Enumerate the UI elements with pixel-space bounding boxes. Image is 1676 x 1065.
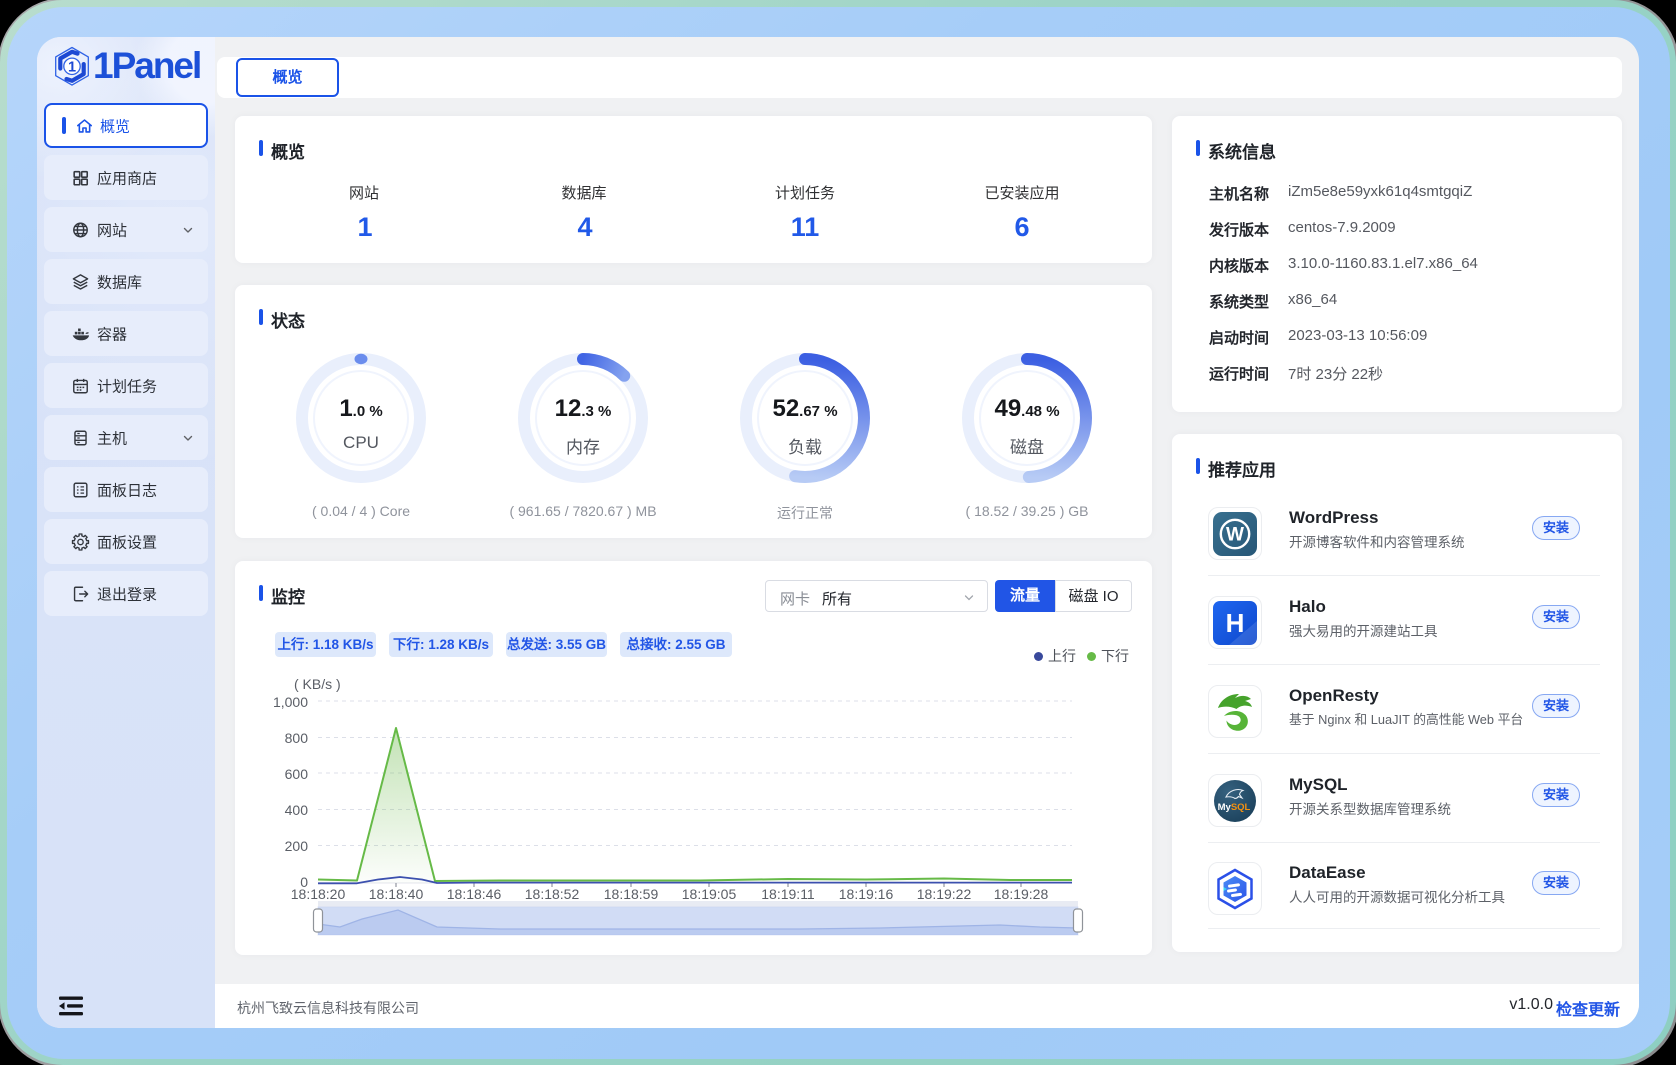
svg-text:0: 0 — [300, 874, 308, 890]
svg-text:W: W — [1226, 525, 1244, 546]
svg-text:400: 400 — [285, 802, 309, 818]
svg-text:MySQL: MySQL — [1218, 802, 1251, 813]
svg-text:( KB/s ): ( KB/s ) — [294, 676, 341, 692]
svg-text:600: 600 — [285, 766, 309, 782]
svg-text:1,000: 1,000 — [273, 694, 308, 710]
svg-text:18:18:52: 18:18:52 — [525, 886, 580, 902]
svg-text:18:18:59: 18:18:59 — [604, 886, 659, 902]
svg-text:18:18:20: 18:18:20 — [291, 886, 346, 902]
svg-text:18:18:46: 18:18:46 — [447, 886, 502, 902]
svg-text:18:19:28: 18:19:28 — [994, 886, 1049, 902]
svg-text:1: 1 — [68, 59, 76, 75]
svg-text:18:19:05: 18:19:05 — [682, 886, 737, 902]
svg-text:18:18:40: 18:18:40 — [369, 886, 424, 902]
svg-text:18:19:11: 18:19:11 — [761, 886, 815, 902]
svg-text:H: H — [1226, 608, 1245, 638]
svg-text:18:19:22: 18:19:22 — [917, 886, 972, 902]
svg-text:18:19:16: 18:19:16 — [839, 886, 894, 902]
svg-text:200: 200 — [285, 838, 309, 854]
svg-text:800: 800 — [285, 730, 309, 746]
